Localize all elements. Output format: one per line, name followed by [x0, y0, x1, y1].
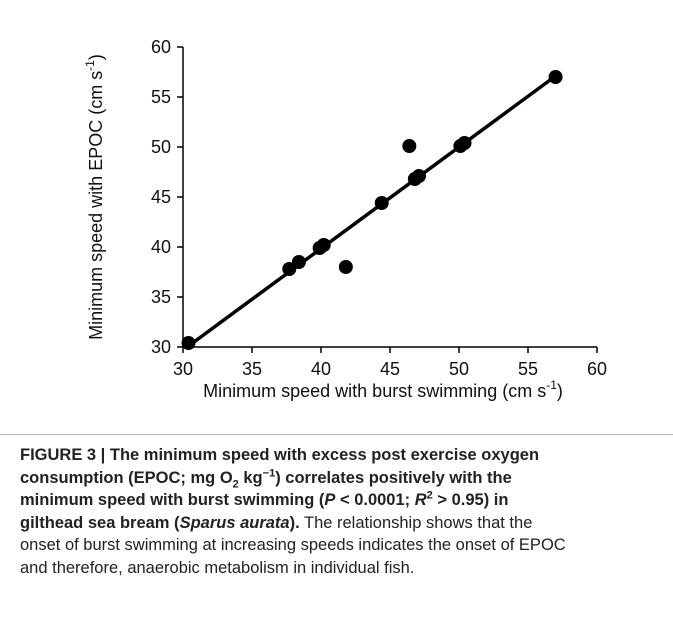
y-label-text: )	[86, 54, 106, 60]
caption-text: and therefore, anaerobic metabolism in i…	[20, 558, 415, 577]
x-tick-label: 35	[242, 359, 262, 379]
caption: FIGURE 3 | The minimum speed with excess…	[20, 444, 660, 579]
caption-text: FIGURE 3 | The minimum speed with excess…	[20, 446, 540, 464]
caption-text: ) correlates positively with the	[275, 468, 512, 487]
fit-line	[187, 74, 557, 348]
x-tick-label: 50	[449, 359, 469, 379]
point	[338, 260, 353, 274]
y-tick-label: 45	[151, 187, 171, 207]
chart: Minimum speed with burst swimming (cm s-…	[83, 37, 607, 401]
x-tick-label: 30	[173, 359, 193, 379]
separator	[0, 434, 673, 435]
x-label-text: Minimum speed with burst swimming (cm s	[203, 381, 546, 401]
caption-text: gilthead sea bream (	[20, 513, 180, 532]
point	[402, 139, 417, 153]
point	[282, 262, 297, 276]
caption-text: 2	[232, 477, 239, 490]
caption-text: > 0.95) in	[432, 491, 509, 509]
caption-text: 2	[426, 489, 433, 502]
point	[548, 70, 563, 84]
point	[374, 196, 389, 210]
point	[181, 336, 196, 350]
point	[411, 169, 426, 183]
x-tick-label: 60	[587, 359, 607, 379]
caption-text: minimum speed with burst swimming (	[20, 491, 325, 509]
point	[291, 255, 306, 269]
y-label-text: Minimum speed with EPOC (cm s	[86, 71, 106, 340]
caption-text: kg	[238, 468, 263, 487]
point	[316, 238, 331, 252]
y-tick-label: 30	[151, 337, 171, 357]
caption-text: −1	[262, 467, 276, 479]
y-tick-label: 55	[151, 87, 171, 107]
x-tick-label: 40	[311, 359, 331, 379]
caption-text: onset of burst swimming at increasing sp…	[20, 536, 566, 554]
x-label-sup: -1	[546, 378, 557, 392]
y-label-sup: -1	[83, 60, 97, 71]
x-tick-label: 55	[518, 359, 538, 379]
caption-text: P	[324, 491, 336, 509]
y-tick-label: 35	[151, 287, 171, 307]
caption-text: The relationship shows that the	[299, 513, 533, 532]
caption-text: Sparus aurata	[179, 513, 290, 532]
y-axis-label: Minimum speed with EPOC (cm s-1)	[83, 54, 106, 340]
y-tick-label: 60	[151, 37, 171, 57]
caption-text: < 0.0001;	[335, 491, 415, 509]
caption-text: R	[414, 491, 427, 509]
x-axis-label: Minimum speed with burst swimming (cm s-…	[203, 378, 563, 401]
caption-text: ).	[289, 513, 300, 532]
x-tick-label: 45	[380, 359, 400, 379]
caption-text: consumption (EPOC; mg O	[20, 468, 233, 487]
x-label-text: )	[557, 381, 563, 401]
y-tick-label: 50	[151, 137, 171, 157]
y-tick-label: 40	[151, 237, 171, 257]
point	[457, 136, 472, 150]
